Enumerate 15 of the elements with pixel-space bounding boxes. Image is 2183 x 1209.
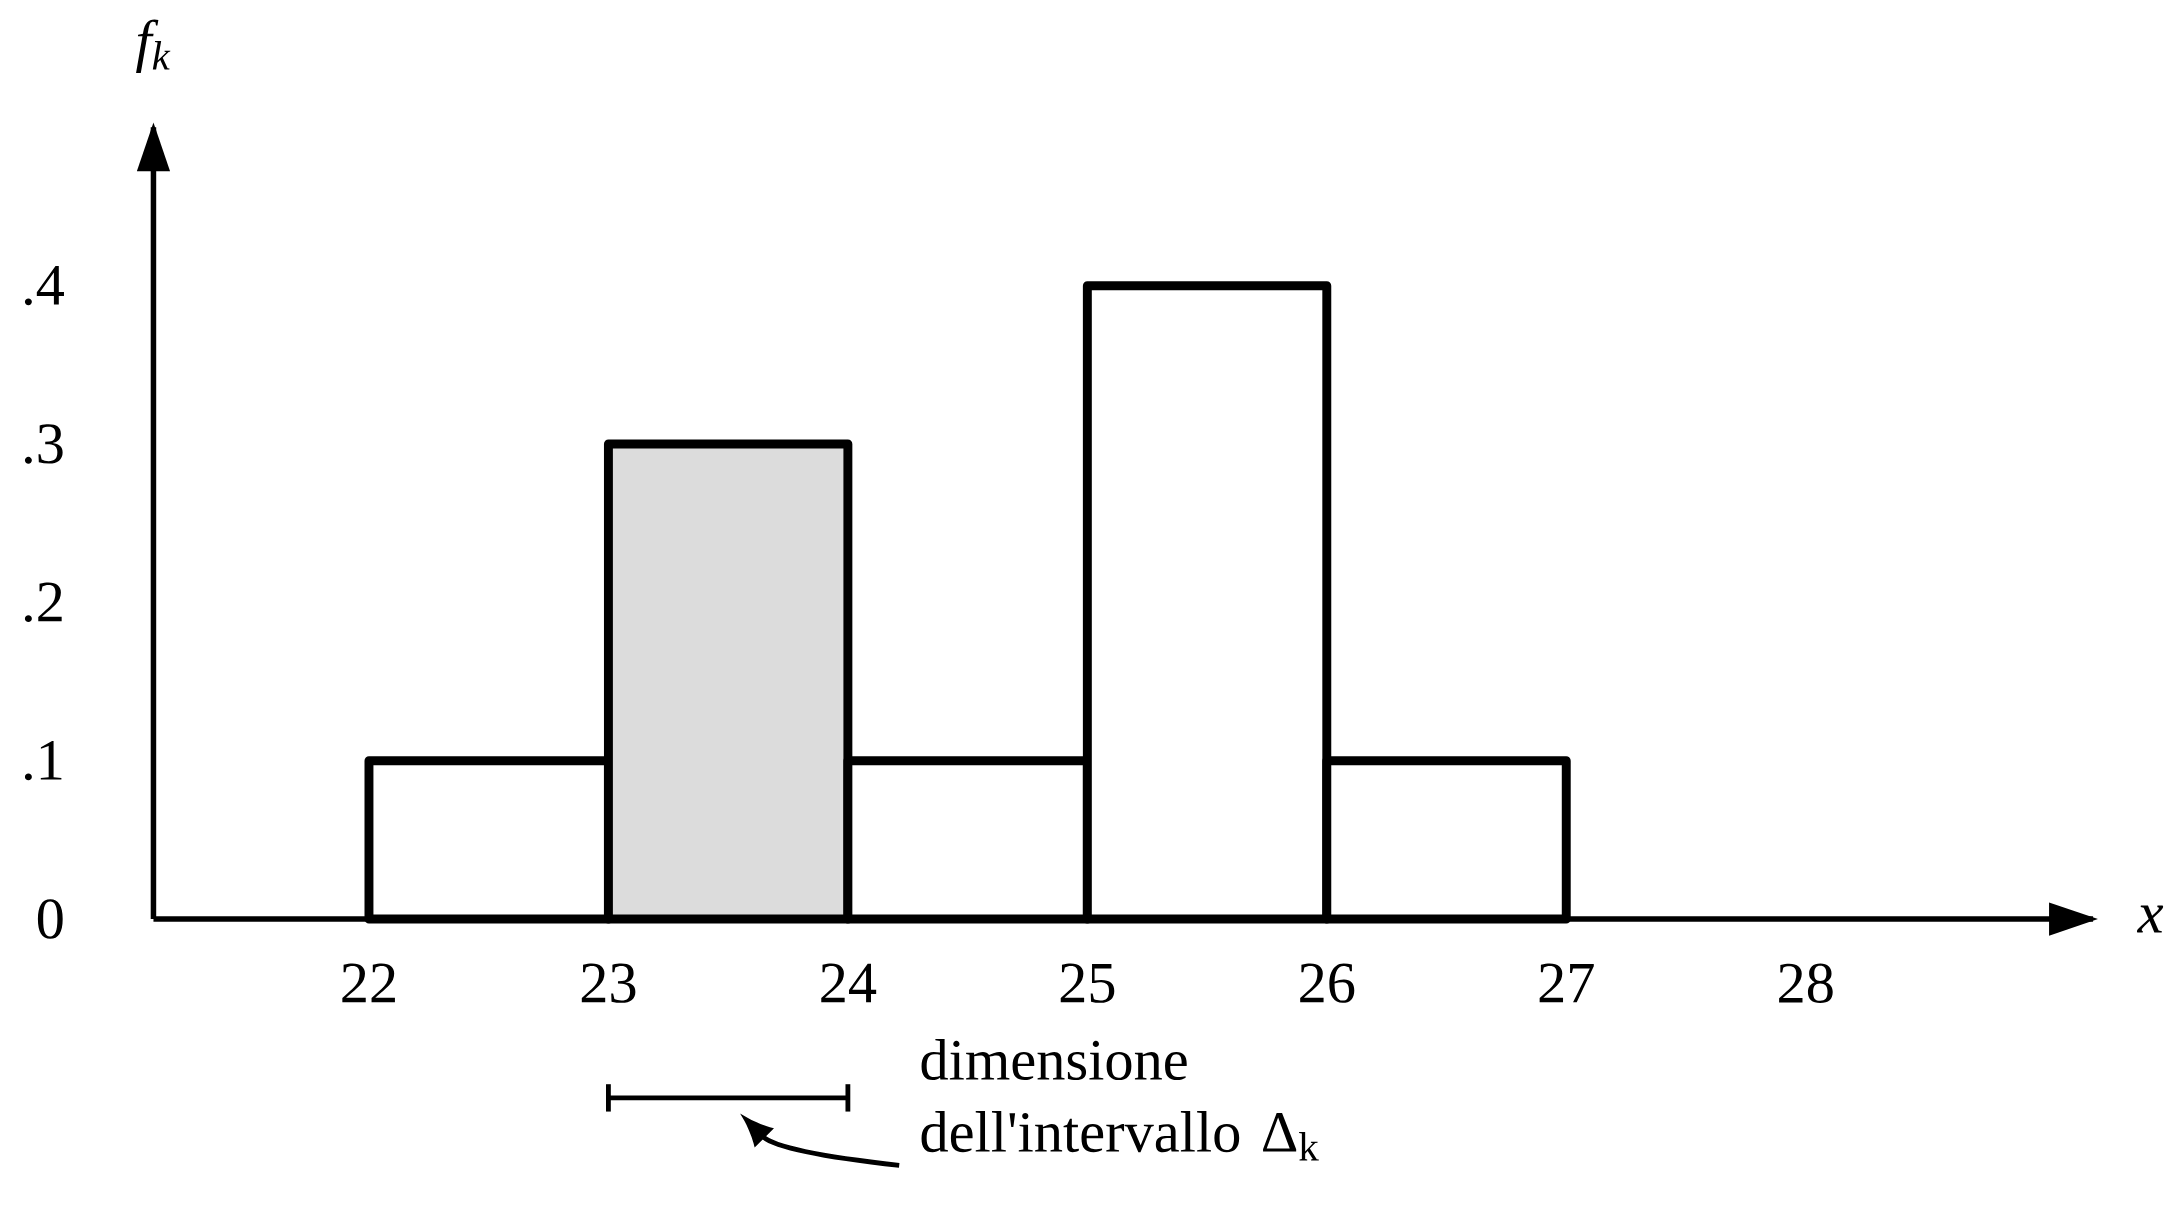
x-tick-label: 22	[342, 963, 395, 1003]
x-tick-label: 26	[1300, 963, 1355, 1003]
x-tick-label: 25	[1060, 963, 1115, 1003]
x-tick-label: 28	[1779, 963, 1833, 1003]
y-tick-label: .1	[24, 740, 62, 781]
x-axis-title: x	[2136, 905, 2164, 933]
y-tick-label: .3	[24, 424, 63, 464]
x-tick-label: 27	[1539, 963, 1594, 1003]
y-axis-title: f$_{k}$	[136, 19, 171, 73]
text: dimensione dell'intervallo Δ$_{k}$	[921, 1038, 1319, 1161]
y-tick-label: 0	[37, 899, 63, 939]
y-tick-label: .2	[24, 582, 62, 622]
x-tick-label: 23	[581, 963, 636, 1003]
y-tick-label: .4	[24, 265, 64, 306]
x-tick-label: 24	[821, 963, 877, 1003]
